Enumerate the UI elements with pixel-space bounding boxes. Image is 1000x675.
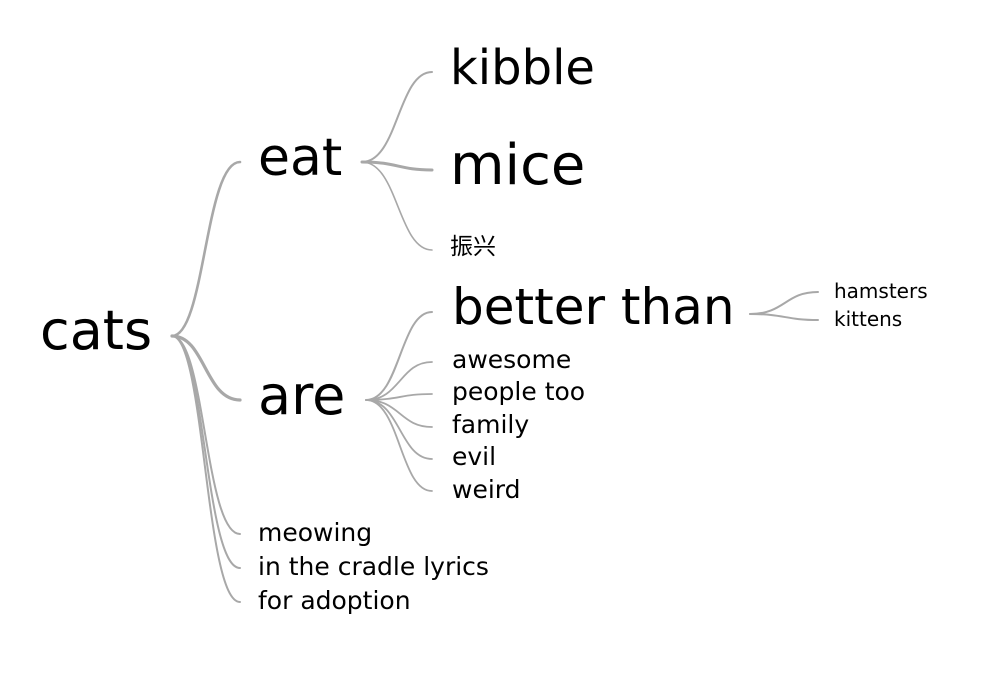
edge-are-weird xyxy=(365,399,433,492)
edge-are-awesome xyxy=(365,361,433,401)
edge-cats-meowing xyxy=(171,335,241,535)
leaf-kittens: kittens xyxy=(834,307,903,331)
leaf-family: family xyxy=(452,410,530,439)
edge-better-than-kittens xyxy=(749,313,819,321)
edge-eat-kibble xyxy=(361,71,433,163)
leaf-evil: evil xyxy=(452,442,497,471)
edge-better-than-hamsters xyxy=(749,291,819,315)
leaf-people-too: people too xyxy=(452,377,586,406)
edge-cats-adoption xyxy=(171,335,241,603)
leaf-for-adoption: for adoption xyxy=(258,586,411,615)
edge-are-evil xyxy=(365,399,433,460)
branch-eat: eat xyxy=(258,128,343,188)
leaf-zhenxing: 振兴 xyxy=(450,234,496,260)
leaf-kibble: kibble xyxy=(450,40,595,96)
edge-are-better-than xyxy=(365,311,433,401)
edge-eat-zhenxing xyxy=(361,161,433,251)
branch-are: are xyxy=(258,364,346,427)
edge-cats-are xyxy=(170,334,242,402)
leaf-weird: weird xyxy=(452,475,521,504)
leaf-in-the-cradle-lyrics: in the cradle lyrics xyxy=(258,552,489,581)
edge-eat-mice xyxy=(360,160,434,172)
root-word: cats xyxy=(40,299,153,362)
branch-better-than: better than xyxy=(452,278,735,336)
leaf-mice: mice xyxy=(450,133,586,198)
leaf-meowing: meowing xyxy=(258,518,373,547)
edge-cats-eat xyxy=(170,160,242,338)
leaf-hamsters: hamsters xyxy=(834,279,928,303)
leaf-awesome: awesome xyxy=(452,345,572,374)
